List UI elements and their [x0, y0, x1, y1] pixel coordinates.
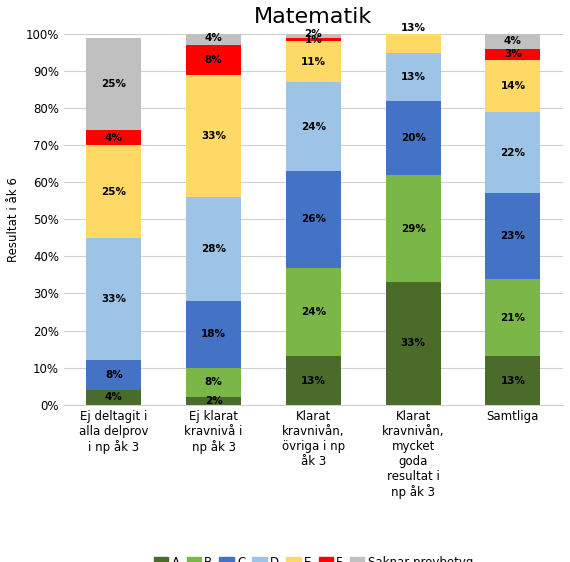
Text: 2%: 2% [304, 29, 322, 39]
Text: 8%: 8% [205, 55, 222, 65]
Text: 13%: 13% [500, 375, 526, 386]
Bar [186, 368, 241, 397]
Text: 8%: 8% [105, 370, 123, 380]
Text: 24%: 24% [301, 307, 326, 317]
Text: 1%: 1% [304, 35, 322, 44]
Text: 28%: 28% [201, 244, 226, 254]
Bar [386, 53, 441, 101]
Bar [386, 282, 441, 405]
Text: 13%: 13% [401, 72, 426, 81]
Bar [486, 193, 540, 279]
Text: 3%: 3% [504, 49, 522, 60]
Bar [286, 82, 341, 171]
Text: 20%: 20% [401, 133, 426, 143]
Bar [87, 38, 141, 130]
Text: 4%: 4% [105, 392, 123, 402]
Text: 2%: 2% [205, 396, 222, 406]
Text: 29%: 29% [401, 224, 426, 234]
Bar [486, 356, 540, 405]
Text: 24%: 24% [301, 122, 326, 132]
Text: 4%: 4% [504, 37, 522, 47]
Text: 33%: 33% [401, 338, 426, 348]
Bar [186, 75, 241, 197]
Bar [386, 175, 441, 282]
Text: 23%: 23% [500, 231, 526, 241]
Bar [87, 145, 141, 238]
Text: 25%: 25% [101, 79, 127, 89]
Bar [386, 101, 441, 175]
Text: 4%: 4% [205, 33, 222, 43]
Title: Matematik: Matematik [254, 7, 373, 27]
Text: 21%: 21% [500, 312, 526, 323]
Text: 8%: 8% [205, 378, 222, 387]
Text: 33%: 33% [101, 294, 127, 304]
Bar [186, 30, 241, 45]
Bar [486, 34, 540, 49]
Y-axis label: Resultat i åk 6: Resultat i åk 6 [7, 177, 20, 262]
Text: 33%: 33% [201, 131, 226, 141]
Bar [486, 60, 540, 112]
Text: 13%: 13% [401, 24, 426, 34]
Bar [386, 4, 441, 53]
Bar [286, 38, 341, 42]
Text: 4%: 4% [105, 133, 123, 143]
Text: 13%: 13% [301, 375, 326, 386]
Bar [186, 45, 241, 75]
Text: 25%: 25% [101, 187, 127, 197]
Text: 14%: 14% [500, 81, 526, 91]
Bar [286, 171, 341, 268]
Bar [286, 356, 341, 405]
Bar [186, 197, 241, 301]
Text: 18%: 18% [201, 329, 226, 339]
Bar [87, 238, 141, 360]
Bar [286, 30, 341, 38]
Text: 22%: 22% [500, 148, 526, 158]
Bar [486, 279, 540, 356]
Text: 26%: 26% [301, 214, 326, 224]
Bar [87, 360, 141, 390]
Bar [286, 268, 341, 356]
Bar [286, 42, 341, 82]
Bar [186, 397, 241, 405]
Bar [486, 49, 540, 60]
Bar [486, 112, 540, 193]
Bar [87, 130, 141, 145]
Bar [186, 301, 241, 368]
Text: 11%: 11% [301, 57, 326, 67]
Bar [87, 390, 141, 405]
Legend: A, B, C, D, E, F, Saknar provbetyg: A, B, C, D, E, F, Saknar provbetyg [149, 551, 478, 562]
